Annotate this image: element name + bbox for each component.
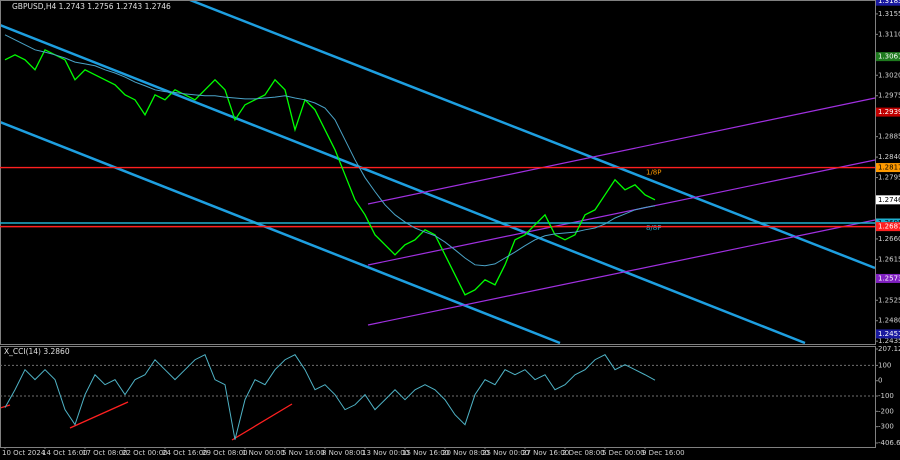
x-tick-label: 8 Nov 08:00 [322,449,365,457]
channel-line [0,120,561,345]
level-box [876,273,900,283]
level-box [876,222,900,232]
level-box [876,195,900,205]
level-note: 1/8P [646,169,662,177]
x-tick-label: 29 Oct 08:00 [202,449,248,457]
price-line [4,48,656,296]
price-line [4,353,656,440]
y-tick-label: -200 [878,407,894,415]
channel-line [0,23,806,345]
x-tick-label: 1 Nov 00:00 [242,449,285,457]
level-box [876,107,900,117]
level-label: 1.2746 [878,196,900,204]
regression-line [367,219,876,326]
level-label: 1.3183 [878,0,900,5]
y-tick-label: 1.2885 [878,133,900,141]
x-tick-label: 2 Dec 08:00 [562,449,605,457]
y-tick-label: 1.3155 [878,10,900,18]
level-label: 1.2817 [878,164,900,172]
y-tick-label: 1.2840 [878,153,900,161]
x-tick-label: 10 Oct 2024 [2,449,46,457]
y-tick-label: 1.2795 [878,174,900,182]
divergence-line [231,403,293,441]
y-tick-label: 1.2975 [878,92,900,100]
y-tick-label: 1.2480 [878,317,900,325]
price-line [4,34,656,267]
y-tick-label: 1.2435 [878,337,900,345]
x-tick-label: 5 Dec 00:00 [602,449,645,457]
chart-title: GBPUSD,H4 1.2743 1.2756 1.2743 1.2746 [12,2,171,11]
y-tick-label: 1.3020 [878,71,900,79]
y-tick-label: 1.2525 [878,296,900,304]
x-tick-label: 20 Nov 08:00 [442,449,489,457]
y-tick-label: 1.2615 [878,255,900,263]
divergence-line [69,401,129,429]
main-frame [0,0,876,345]
divergence-line [0,404,11,409]
x-tick-label: 22 Oct 00:00 [122,449,168,457]
x-tick-label: 27 Nov 16:00 [522,449,569,457]
y-tick-label: 1.3110 [878,30,900,38]
level-label: 1.2573 [878,274,900,282]
level-note: 8/8P [646,224,662,232]
regression-line [367,97,876,205]
cci-frame [0,346,876,448]
y-tick-label: -100 [878,392,894,400]
y-tick-label: -300 [878,423,894,431]
level-box [876,52,900,62]
level-label: 1.2939 [878,108,900,116]
level-box [876,0,900,6]
x-tick-label: 15 Nov 16:00 [402,449,449,457]
x-tick-label: 24 Oct 16:00 [162,449,208,457]
x-tick-label: 9 Dec 16:00 [642,449,685,457]
level-label: 1.2687 [878,223,900,231]
x-tick-label: 25 Nov 00:00 [482,449,529,457]
y-tick-label: 0 [878,377,882,385]
indicator-title: X_CCI(14) 3.2860 [4,347,70,356]
y-tick-label: 100 [878,361,891,369]
level-label: 1.2451 [878,330,900,338]
x-tick-label: 13 Nov 00:00 [362,449,409,457]
level-box [876,163,900,173]
y-tick-label: -406.677 [878,439,900,447]
x-tick-label: 5 Nov 16:00 [282,449,325,457]
level-box [876,329,900,339]
y-tick-label: 207.1248 [878,345,900,353]
y-tick-label: 1.2660 [878,235,900,243]
x-tick-label: 17 Oct 08:00 [82,449,128,457]
x-tick-label: 14 Oct 16:00 [42,449,88,457]
